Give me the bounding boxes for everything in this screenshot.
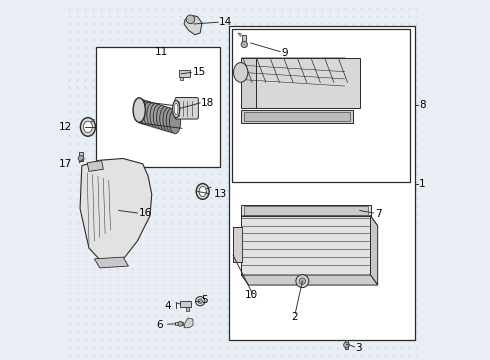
- Bar: [180, 77, 183, 80]
- Text: 3: 3: [355, 343, 362, 353]
- Bar: [175, 322, 183, 325]
- Circle shape: [196, 297, 205, 306]
- Text: 5: 5: [201, 295, 208, 305]
- Text: 16: 16: [139, 208, 152, 218]
- Bar: [186, 307, 190, 311]
- Polygon shape: [87, 161, 103, 171]
- Ellipse shape: [147, 103, 158, 127]
- Bar: [229, 26, 416, 339]
- Ellipse shape: [172, 100, 180, 118]
- Text: 15: 15: [193, 67, 206, 77]
- Circle shape: [299, 278, 306, 284]
- Text: 7: 7: [375, 209, 381, 219]
- Polygon shape: [242, 110, 353, 123]
- Text: 17: 17: [59, 159, 72, 169]
- Polygon shape: [80, 158, 152, 262]
- Ellipse shape: [150, 104, 161, 128]
- Polygon shape: [245, 112, 350, 121]
- Ellipse shape: [166, 108, 177, 133]
- Text: 6: 6: [156, 320, 163, 330]
- Ellipse shape: [170, 109, 181, 134]
- Ellipse shape: [137, 100, 148, 124]
- Polygon shape: [242, 216, 370, 275]
- Bar: [232, 30, 410, 182]
- Circle shape: [241, 41, 247, 48]
- Bar: [242, 35, 246, 45]
- Text: 9: 9: [282, 48, 288, 58]
- Text: 14: 14: [219, 17, 232, 27]
- Polygon shape: [238, 33, 242, 37]
- Text: 12: 12: [59, 122, 72, 132]
- Polygon shape: [242, 216, 378, 226]
- Ellipse shape: [163, 107, 174, 132]
- Ellipse shape: [174, 103, 178, 115]
- Ellipse shape: [234, 63, 248, 82]
- Ellipse shape: [156, 105, 168, 130]
- Polygon shape: [95, 257, 128, 268]
- Ellipse shape: [160, 107, 171, 131]
- Bar: [233, 226, 242, 262]
- Ellipse shape: [80, 118, 96, 136]
- Ellipse shape: [144, 102, 155, 126]
- Polygon shape: [256, 58, 360, 108]
- Circle shape: [296, 275, 309, 288]
- Polygon shape: [242, 205, 370, 216]
- Bar: [179, 70, 191, 77]
- Polygon shape: [370, 216, 378, 285]
- Text: 1: 1: [419, 179, 425, 189]
- Circle shape: [178, 321, 183, 326]
- Ellipse shape: [196, 184, 209, 199]
- Bar: [180, 301, 191, 307]
- Circle shape: [198, 299, 202, 303]
- Text: 18: 18: [201, 98, 215, 108]
- Polygon shape: [242, 58, 256, 108]
- Polygon shape: [242, 58, 360, 83]
- Ellipse shape: [140, 100, 152, 125]
- Text: 4: 4: [165, 301, 172, 311]
- Polygon shape: [184, 16, 202, 35]
- Ellipse shape: [83, 121, 93, 133]
- Circle shape: [343, 342, 349, 348]
- Ellipse shape: [199, 186, 206, 197]
- Text: 8: 8: [419, 100, 425, 110]
- Text: 2: 2: [292, 312, 298, 322]
- Polygon shape: [184, 318, 193, 328]
- Bar: [79, 152, 83, 161]
- Text: 11: 11: [155, 46, 168, 57]
- Text: 10: 10: [245, 291, 258, 301]
- Text: 13: 13: [214, 189, 227, 199]
- Bar: [96, 47, 220, 167]
- Ellipse shape: [133, 98, 146, 122]
- FancyBboxPatch shape: [175, 98, 198, 119]
- Ellipse shape: [153, 104, 165, 129]
- Circle shape: [78, 156, 84, 161]
- Bar: [344, 340, 348, 349]
- Polygon shape: [242, 275, 378, 285]
- Circle shape: [186, 15, 195, 24]
- Bar: [245, 206, 368, 215]
